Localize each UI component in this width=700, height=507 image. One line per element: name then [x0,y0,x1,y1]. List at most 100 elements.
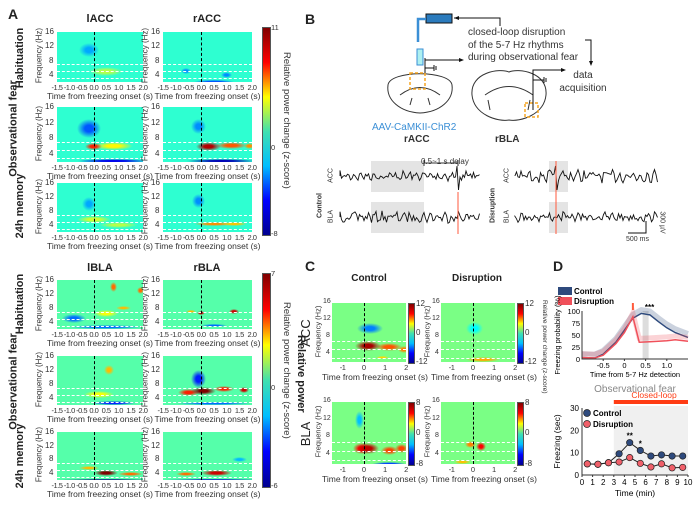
heatmap-hotspot [201,470,232,477]
arrowhead [561,68,566,72]
x-tick-label: 9 [675,478,680,487]
band-line [57,221,143,223]
x-axis-label: Time (min) [615,488,655,498]
data-point [679,452,687,460]
arrowhead [589,61,593,66]
y-tick-label: 16 [323,397,331,404]
y-tick-label: 8 [155,55,160,65]
band-line [57,462,143,464]
onset-line [363,402,365,464]
y-axis-label: Frequency (Hz) [34,275,44,331]
x-axis-label: Time from freezing onset (s) [47,171,153,181]
band-line [163,158,252,160]
data-point [594,460,602,468]
y-tick-label: 8 [326,331,330,339]
x-tick-label: -1.5 [157,481,169,490]
x-tick-label: 2.0 [138,481,148,490]
x-tick-label: 0.0 [196,330,206,339]
y-tick-label: 8 [155,454,160,464]
x-tick-label: -1.5 [157,83,169,92]
x-tick-label: 2.0 [138,406,148,415]
y-axis-label: Frequency (Hz) [140,426,150,483]
x-tick-label: -0.5 [182,83,194,92]
band-line [163,325,252,327]
x-axis-label: Time from freezing onset (s) [154,171,261,181]
y-tick-label: 4 [49,468,54,478]
x-tick-label: 6 [643,478,648,487]
x-tick-label: 2.0 [247,233,257,242]
colorbar-acc-mid: 0 [271,143,276,152]
x-tick-label: 0.5 [209,481,219,490]
y-tick-label: 12 [45,41,54,51]
colorbar-bla [262,273,271,488]
onset-line [93,280,95,329]
x-axis-label: Time from freezing onset (s) [154,91,261,101]
heatmap-hotspot [395,444,406,453]
x-tick-label: -1.0 [170,233,182,242]
column-title-lbla: lBLA [87,262,113,274]
series-line-disruption [581,314,689,359]
column-title-racc: rACC [192,13,222,25]
colorbar-bla-min: -6 [271,481,278,490]
onset-line [93,32,95,82]
y-axis-label: Frequency (Hz) [313,305,323,357]
x-tick-label: 0.0 [196,163,206,172]
x-tick-label: 2.0 [138,330,148,339]
legend-swatch [558,297,572,305]
heatmap-racc-24h-memory [163,183,252,232]
x-tick-label: 1.5 [126,233,136,242]
x-tick-label: 1.5 [234,163,244,172]
colorbar-acc-min: -8 [271,229,278,238]
y-tick-label: 12 [45,192,54,201]
x-tick-label: 0 [361,363,366,372]
chart-title: Observational fear [594,384,676,395]
x-axis-label: Time from freezing onset (s) [47,338,153,348]
colorbar-mid: 0 [525,327,530,337]
y-tick-label: 50 [572,331,580,340]
caption-arrow [585,39,592,64]
heatmap-hotspot [69,325,143,329]
band-line [57,401,143,403]
heatmap-hotspot [185,158,252,162]
y-tick-label: 16 [432,298,440,305]
heatmap-hotspot [98,222,139,228]
heatmap-hotspot [93,309,119,317]
x-tick-label: 1.0 [113,406,123,415]
x-tick-label: 0.5 [209,406,219,415]
heatmap-hotspot [221,72,232,78]
y-tick-label: 16 [151,275,160,284]
optic-fiber-icon [416,48,424,66]
x-tick-label: 1 [383,363,387,372]
x-tick-label: 1.0 [222,330,232,339]
x-tick-label: 1.0 [222,163,232,172]
y-tick-label: 8 [326,432,330,440]
band-line [57,150,143,152]
x-tick-label: 2 [601,478,606,487]
heatmap-acc-control [332,303,406,362]
heatmap-hotspot [357,322,383,334]
band-line [57,158,143,160]
y-tick-label: 12 [45,117,54,127]
heatmap-hotspot [376,356,390,360]
x-tick-label: 2.0 [138,233,148,242]
panel-label-a: A [8,6,19,22]
trace-group-control: Control [316,193,324,218]
x-tick-label: 1.5 [234,83,244,92]
shaded-window [549,202,568,233]
x-tick-label: 1.5 [234,406,244,415]
y-tick-label: 8 [435,331,439,339]
heatmap-hotspot [118,472,143,477]
y-tick-label: 8 [155,303,160,312]
band-line [163,387,252,389]
heatmap-bla-control [332,402,406,464]
significance-shade [642,311,649,359]
x-axis-label: Time from freezing onset (s) [431,372,537,382]
data-point [636,459,644,467]
x-tick-label: 4 [622,478,627,487]
x-axis-label: Time from freezing onset (s) [47,91,153,101]
heatmap-hotspot [103,364,114,376]
heatmap-hotspot [229,309,240,314]
data-point [636,446,644,454]
trace-label-acc-disruption: ACC [503,168,511,183]
lfp-traces [339,160,658,234]
